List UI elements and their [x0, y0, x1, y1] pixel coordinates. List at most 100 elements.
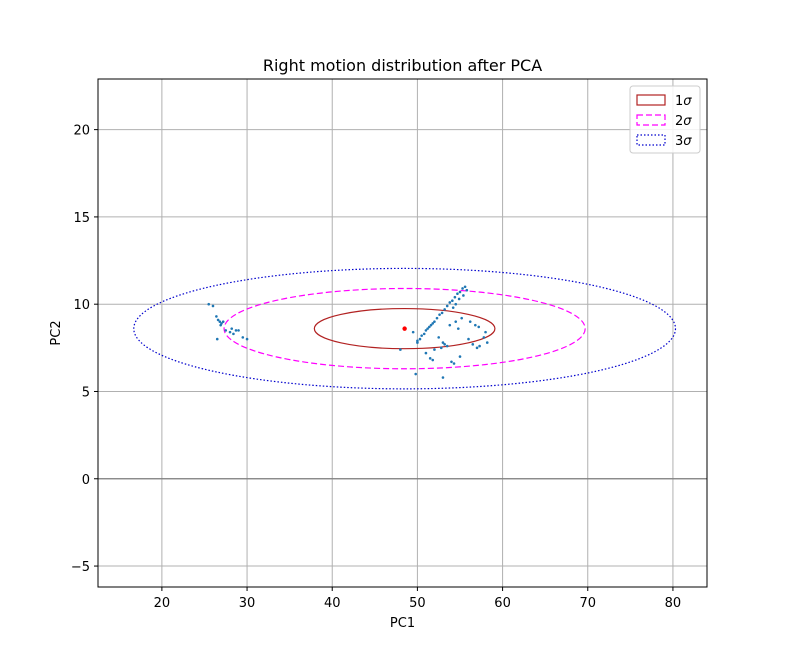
- scatter-point: [451, 306, 455, 309]
- scatter-point: [414, 372, 418, 376]
- sigma-ellipse-3: [133, 267, 677, 390]
- scatter-point: [433, 348, 436, 351]
- scatter-point: [426, 327, 429, 330]
- axis-ticks: 20 30 40 50 60 70 80 −5 0 5 10 15 20: [71, 124, 681, 611]
- y-tick-label: 20: [73, 124, 90, 139]
- scatter-point: [215, 337, 219, 341]
- scatter-point: [433, 320, 436, 323]
- y-axis-label: PC2: [49, 320, 64, 345]
- scatter-point: [461, 287, 464, 290]
- scatter-point: [441, 341, 445, 344]
- legend: 1σ 2σ 3σ: [629, 85, 701, 154]
- chart-title: Right motion distribution after PCA: [263, 56, 542, 75]
- scatter-point: [234, 329, 238, 332]
- scatter-point: [485, 341, 489, 344]
- scatter-point: [453, 295, 457, 299]
- x-tick-label: 70: [579, 596, 596, 611]
- legend-swatch-1: [636, 94, 666, 106]
- scatter-point: [241, 336, 245, 339]
- scatter-point: [462, 294, 465, 297]
- y-tick-label: −5: [71, 560, 90, 575]
- scatter-point: [477, 325, 481, 329]
- scatter-point: [228, 330, 232, 334]
- scatter-point: [437, 336, 440, 339]
- scatter-point: [439, 346, 443, 350]
- scatter-point: [458, 355, 462, 358]
- mean-point: [402, 326, 407, 331]
- scatter-point: [468, 320, 472, 323]
- scatter-point: [420, 334, 423, 337]
- scatter-point: [482, 336, 486, 339]
- x-tick-label: 80: [665, 596, 682, 611]
- sigma-ellipse-2: [223, 287, 586, 370]
- scatter-point: [456, 292, 459, 296]
- scatter-point: [216, 318, 220, 322]
- scatter-point: [399, 348, 402, 351]
- scatter-point: [424, 329, 428, 332]
- scatter-point: [232, 332, 235, 336]
- scatter-point: [467, 337, 470, 341]
- scatter-point: [440, 311, 444, 315]
- sigma-ellipse-1: [313, 307, 496, 350]
- scatter-point: [428, 325, 431, 329]
- x-tick-label: 30: [239, 596, 256, 611]
- legend-swatch-3: [636, 134, 666, 146]
- x-tick-label: 20: [154, 596, 171, 611]
- y-tick-label: 0: [82, 473, 90, 488]
- scatter-point: [465, 288, 469, 292]
- x-tick-label: 40: [324, 596, 341, 611]
- scatter-point: [474, 323, 477, 327]
- legend-label-3: 3σ: [675, 134, 692, 149]
- scatter-point: [230, 327, 234, 330]
- x-tick-label: 50: [409, 596, 426, 611]
- scatter-point: [207, 302, 211, 306]
- scatter-point: [215, 315, 218, 318]
- scatter-point: [224, 329, 228, 332]
- scatter-point: [429, 323, 433, 327]
- scatter-point: [218, 320, 222, 323]
- scatter-point: [454, 302, 458, 306]
- data-points: [207, 285, 489, 379]
- sigma-ellipses: [133, 267, 677, 390]
- scatter-point: [448, 323, 452, 327]
- scatter-point: [448, 301, 452, 304]
- scatter-point: [416, 339, 419, 343]
- legend-label-1: 1σ: [675, 94, 692, 109]
- legend-swatch-2: [636, 114, 666, 126]
- scatter-point: [428, 357, 432, 360]
- scatter-point: [454, 320, 458, 323]
- scatter-point: [245, 337, 249, 341]
- scatter-point: [458, 290, 462, 294]
- y-tick-label: 15: [73, 211, 90, 226]
- scatter-point: [211, 304, 215, 308]
- scatter-point: [424, 351, 428, 355]
- y-tick-label: 5: [82, 385, 90, 400]
- legend-label-2: 2σ: [675, 114, 692, 129]
- scatter-point: [445, 304, 449, 308]
- scatter-point: [443, 343, 446, 346]
- scatter-point: [435, 316, 439, 320]
- scatter-point: [221, 320, 225, 323]
- scatter-point: [438, 313, 441, 316]
- scatter-point: [478, 344, 481, 348]
- scatter-point: [460, 316, 463, 320]
- scatter-point: [484, 330, 487, 334]
- scatter-point: [411, 330, 415, 334]
- plot-frame: [97, 78, 708, 588]
- scatter-point: [219, 323, 222, 327]
- scatter-point: [457, 297, 461, 301]
- scatter-point: [422, 332, 426, 336]
- grid-layer: [98, 79, 707, 587]
- scatter-point: [431, 322, 435, 325]
- y-tick-label: 10: [73, 298, 90, 313]
- scatter-point: [471, 343, 475, 346]
- scatter-point: [452, 362, 456, 365]
- scatter-point: [475, 346, 479, 350]
- scatter-point: [456, 327, 460, 330]
- scatter-point: [237, 329, 240, 332]
- scatter-point: [450, 360, 453, 364]
- x-axis-label: PC1: [390, 616, 415, 631]
- mean-marker-layer: [402, 326, 407, 331]
- scatter-point: [418, 337, 422, 341]
